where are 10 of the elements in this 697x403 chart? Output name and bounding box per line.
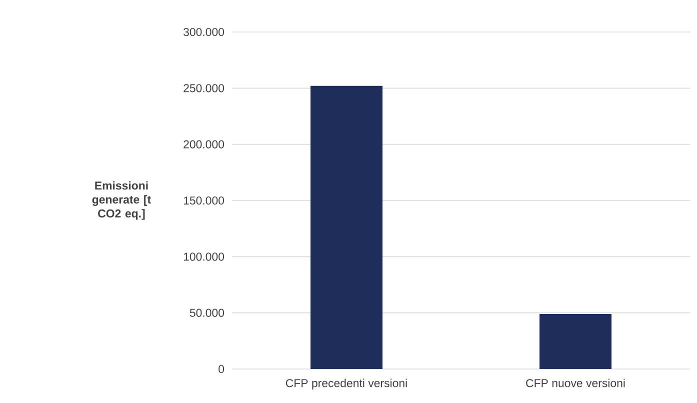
- x-tick-label: CFP precedenti versioni: [286, 378, 407, 390]
- y-tick-label: 200.000: [184, 140, 224, 148]
- y-tick-label: 50.000: [190, 308, 224, 317]
- y-tick-label: 250.000: [184, 84, 224, 92]
- y-tick-label: 300.000: [184, 28, 224, 36]
- y-axis-title: Emissioni generate [t CO2 eq.]: [92, 181, 151, 220]
- y-tick-label: 100.000: [184, 252, 224, 261]
- y-tick-label: 0: [218, 364, 224, 374]
- x-tick-label: CFP nuove versioni: [526, 378, 625, 388]
- y-tick-label: 150.000: [184, 196, 224, 205]
